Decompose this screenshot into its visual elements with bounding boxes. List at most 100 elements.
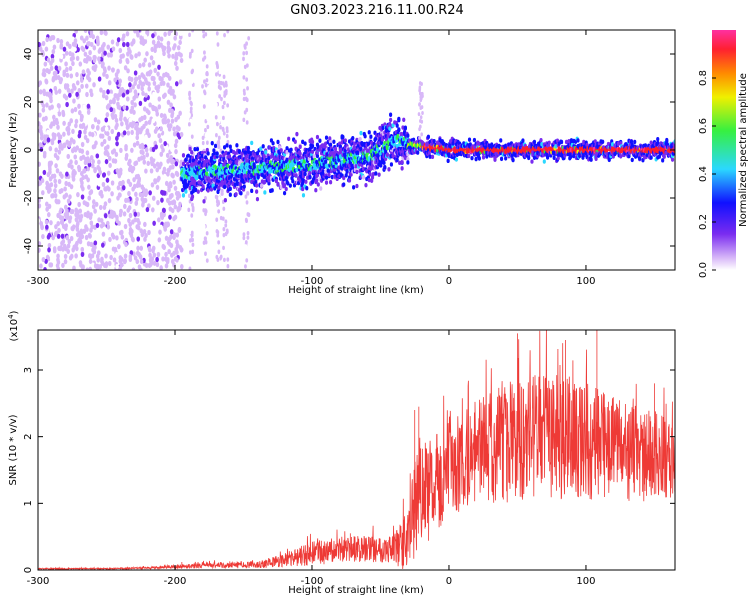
heatmap-cell xyxy=(65,139,70,145)
heatmap-cell xyxy=(53,152,58,158)
heatmap-cell xyxy=(70,208,75,215)
heatmap-cell xyxy=(136,245,140,251)
heatmap-cell xyxy=(89,30,94,36)
heatmap-cell xyxy=(308,175,312,180)
heatmap-cell xyxy=(63,259,68,265)
heatmap-cell xyxy=(74,217,79,223)
heatmap-cell xyxy=(135,130,140,137)
heatmap-cell xyxy=(169,90,173,96)
heatmap-cell xyxy=(74,159,78,166)
heatmap-cell xyxy=(111,46,116,52)
heatmap-cell xyxy=(151,33,155,39)
heatmap-cell xyxy=(226,103,230,108)
heatmap-cell xyxy=(187,193,191,199)
heatmap-cell xyxy=(245,200,249,205)
heatmap-cell xyxy=(324,175,329,180)
heatmap-cell xyxy=(188,146,192,152)
heatmap-cell xyxy=(278,145,282,150)
heatmap-cell xyxy=(301,186,305,192)
heatmap-cell xyxy=(133,70,138,76)
heatmap-cell xyxy=(73,42,78,48)
heatmap-cell xyxy=(107,155,112,161)
heatmap-cell xyxy=(87,162,92,168)
heatmap-cell xyxy=(175,232,180,238)
heatmap-cell xyxy=(399,131,403,137)
heatmap-cell xyxy=(46,256,51,262)
heatmap-cell xyxy=(215,31,219,36)
heatmap-cell xyxy=(133,76,138,82)
heatmap-cell xyxy=(129,76,134,83)
heatmap-cell xyxy=(122,104,127,111)
heatmap-cell xyxy=(286,181,290,186)
heatmap-cell xyxy=(161,80,166,86)
heatmap-cell xyxy=(222,83,226,88)
heatmap-cell xyxy=(110,112,115,118)
heatmap-cell xyxy=(151,60,156,66)
heatmap-cell xyxy=(65,171,69,177)
heatmap-cell xyxy=(203,89,206,94)
heatmap-cell xyxy=(106,103,111,109)
heatmap-cell xyxy=(143,96,148,102)
heatmap-cell xyxy=(47,92,52,98)
heatmap-cell xyxy=(71,128,75,134)
heatmap-cell xyxy=(96,124,100,131)
heatmap-cell xyxy=(144,232,148,239)
heatmap-cell xyxy=(110,191,114,197)
heatmap-cell xyxy=(187,122,191,127)
heatmap-cell xyxy=(277,172,281,177)
heatmap-cell xyxy=(178,39,182,46)
heatmap-cell xyxy=(115,263,119,270)
heatmap-cell xyxy=(172,179,176,185)
heatmap-cell xyxy=(165,144,169,150)
heatmap-cell xyxy=(48,73,53,79)
heatmap-cell xyxy=(71,226,75,232)
heatmap-cell xyxy=(245,218,248,224)
heatmap-cell xyxy=(246,145,251,151)
heatmap-cell xyxy=(91,124,95,130)
heatmap-cell xyxy=(178,34,183,40)
heatmap-cell xyxy=(118,181,122,187)
heatmap-cell xyxy=(170,146,174,152)
heatmap-cell xyxy=(159,265,163,270)
heatmap-cell xyxy=(420,96,423,101)
heatmap-cell xyxy=(80,141,85,148)
heatmap-cell xyxy=(167,53,171,59)
heatmap-cell xyxy=(56,259,61,265)
heatmap-cell xyxy=(174,81,179,87)
spectrogram-x-label: Height of straight line (km) xyxy=(288,285,424,296)
heatmap-cell xyxy=(49,98,53,104)
heatmap-cell xyxy=(65,101,69,108)
heatmap-cell xyxy=(203,79,206,84)
heatmap-cell xyxy=(213,155,217,160)
x-tick-label: 0 xyxy=(446,276,452,287)
heatmap-cell xyxy=(315,134,320,140)
heatmap-cell xyxy=(74,118,79,124)
heatmap-cell xyxy=(395,123,399,128)
heatmap-cell xyxy=(52,135,57,141)
heatmap-cell xyxy=(264,150,268,155)
heatmap-cell xyxy=(77,230,82,236)
heatmap-cell xyxy=(47,247,51,253)
heatmap-cell xyxy=(215,72,218,77)
heatmap-cell xyxy=(48,36,53,42)
heatmap-cell xyxy=(91,204,96,210)
heatmap-cell xyxy=(54,65,59,71)
heatmap-cell xyxy=(190,101,193,107)
heatmap-cell xyxy=(398,160,402,166)
heatmap-cell xyxy=(38,121,41,127)
heatmap-cell xyxy=(661,158,665,163)
heatmap-cell xyxy=(236,173,241,179)
heatmap-cell xyxy=(400,166,404,171)
heatmap-cell xyxy=(133,102,137,108)
heatmap-cell xyxy=(532,139,537,145)
heatmap-cell xyxy=(138,100,143,106)
heatmap-cell xyxy=(110,213,115,219)
heatmap-cell xyxy=(582,139,586,145)
heatmap-cell xyxy=(329,180,333,185)
heatmap-cell xyxy=(63,253,68,259)
heatmap-cell xyxy=(58,79,63,85)
heatmap-cell xyxy=(159,126,163,132)
heatmap-cell xyxy=(166,72,170,78)
x-tick-label: -200 xyxy=(164,276,187,287)
heatmap-cell xyxy=(108,236,112,243)
